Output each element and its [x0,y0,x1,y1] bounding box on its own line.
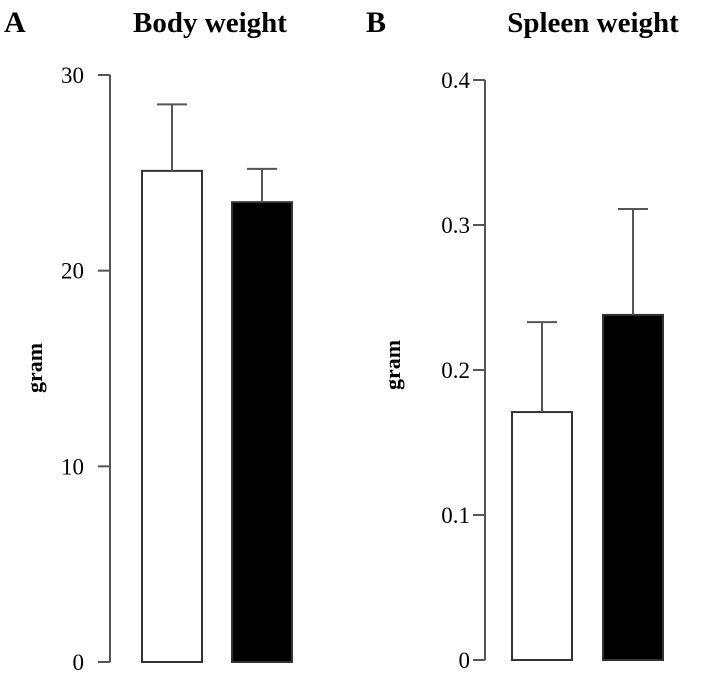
panel-a-bar-1 [141,169,203,663]
panel-b-bar-1 [511,411,573,661]
panel-a-letter: A [4,6,26,39]
panel-b-y-tick-label: 0 [459,648,471,673]
panel-b-letter: B [366,6,386,39]
panel-b: B Spleen weight gram 0 0.1 0.2 0.3 0.4 [366,6,679,673]
panel-a-bars [141,103,293,664]
panel-a: A Body weight gram 0 10 20 30 [4,6,293,675]
panel-a-title: Body weight [133,7,287,39]
panel-b-y-tick-label: 0.3 [441,213,470,238]
panel-b-ylabel: gram [380,340,405,390]
panel-a-y-tick-label: 20 [61,259,84,284]
panel-b-y-tick-label: 0.2 [441,358,470,383]
panel-a-bar-2 [231,201,293,664]
panel-a-ylabel: gram [22,343,47,393]
panel-b-y-tick-label: 0.4 [441,68,470,93]
panel-b-axis: 0 0.1 0.2 0.3 0.4 [441,68,486,673]
panel-a-y-tick-label: 10 [61,454,84,479]
panel-b-title: Spleen weight [507,7,679,39]
panel-b-bar-2 [602,313,664,661]
panel-a-y-tick-label: 30 [61,63,84,88]
panel-a-y-tick-label: 0 [73,650,85,675]
panel-a-axis: 0 10 20 30 [61,63,111,675]
panel-b-y-tick-label: 0.1 [441,503,470,528]
panel-b-bars [511,208,664,661]
